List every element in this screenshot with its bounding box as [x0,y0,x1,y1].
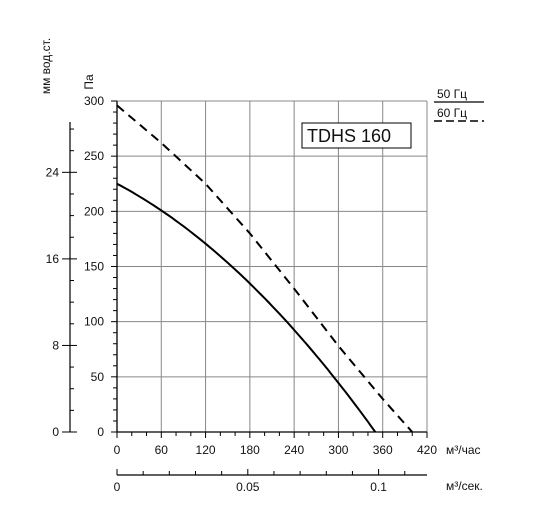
y-tick-label: 100 [84,315,104,329]
x2-tick-label: 0 [114,480,121,494]
x-unit-label-m3h: м³/час [446,443,481,457]
y2-tick-label: 0 [52,425,59,439]
legend: 50 Гц 60 Гц [434,87,484,122]
x-tick-label: 300 [328,443,348,457]
series-layer [116,104,413,433]
legend-label-60hz: 60 Гц [437,106,467,120]
series-line-50hz [116,182,377,433]
x2-unit-label-m3s: м³/сек. [446,479,483,493]
y-tick-label: 300 [84,94,104,108]
x-tick-label: 0 [114,443,121,457]
series-line-60hz [116,104,413,433]
y2-tick-label: 16 [46,252,60,266]
y-tick-label: 150 [84,260,104,274]
y-tick-label: 250 [84,149,104,163]
model-box-frame [301,122,412,149]
x-tick-label: 240 [284,443,304,457]
x-tick-label: 360 [373,443,393,457]
x-tick-label: 120 [196,443,216,457]
x-tick-label: 180 [240,443,260,457]
y-tick-label: 0 [97,425,104,439]
grid-layer [117,100,428,432]
y-tick-label: 200 [84,204,104,218]
y-tick-label: 50 [91,370,105,384]
y2-tick-label: 24 [46,165,60,179]
x-tick-label: 60 [155,443,169,457]
y2-unit-label-mm: мм вод.ст. [39,38,53,94]
x2-tick-label: 0.05 [236,480,260,494]
y2-tick-label: 8 [52,338,59,352]
model-label: TDHS 160 [307,126,391,146]
x2-tick-label: 0.1 [370,480,387,494]
model-box: TDHS 160 [301,122,412,149]
x-tick-label: 420 [417,443,437,457]
legend-label-50hz: 50 Гц [437,87,467,101]
y-unit-label-pa: Па [82,74,96,90]
